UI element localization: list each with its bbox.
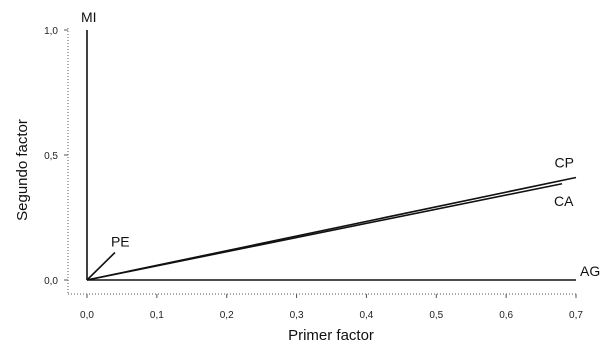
x-tick-label: 0,5 [429,310,443,321]
vector-label-pe: PE [111,234,130,250]
vector-label-ag: AG [580,263,600,279]
plot-area: 0,0 0,1 0,2 0,3 0,4 0,5 0,6 0,7 0,0 0,5 1,0 MI CP CA A… [44,9,600,321]
x-tick-label: 0,6 [499,310,513,321]
vector-pe [86,251,116,281]
y-tick-label: 0,0 [44,276,58,287]
x-axis-title: Primer factor [288,327,374,344]
x-tick-label: 0,1 [150,310,164,321]
vector-ca [86,182,563,281]
y-axis-title: Segundo factor [14,119,31,221]
y-tick-label: 0,5 [44,151,58,162]
y-tick-label: 1,0 [44,26,58,37]
vector-label-mi: MI [81,9,97,25]
x-tick-label: 0,7 [569,310,583,321]
vector-label-ca: CA [554,193,574,209]
x-tick-label: 0,2 [220,310,234,321]
vector-label-cp: CP [555,155,574,171]
x-tick-label: 0,0 [80,310,94,321]
x-tick-label: 0,3 [290,310,304,321]
x-tick-label: 0,4 [359,310,373,321]
